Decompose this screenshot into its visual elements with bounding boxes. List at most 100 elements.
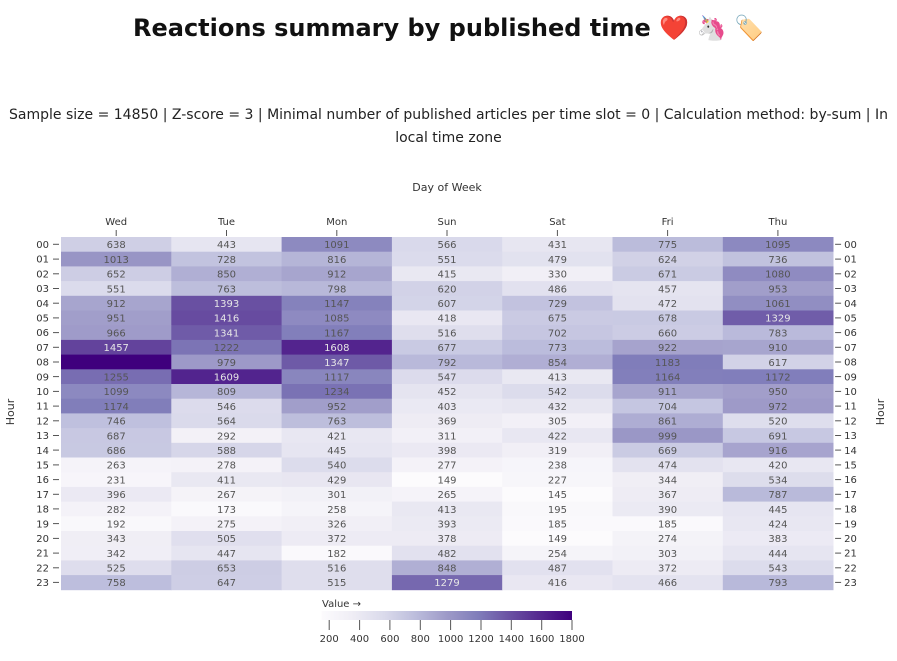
cell-value-label: 482 <box>437 549 456 560</box>
cell-value-label: 861 <box>658 417 677 428</box>
cell-value-label: 520 <box>768 417 787 428</box>
heatmap-cell <box>722 310 834 326</box>
legend-tick-label: 1200 <box>468 634 493 645</box>
cell-value-label: 966 <box>107 328 126 339</box>
heatmap-cell <box>171 501 282 517</box>
heatmap-cell <box>722 575 834 591</box>
heatmap-cell <box>612 575 724 591</box>
heatmap-cell <box>612 384 724 400</box>
y-tick-label-right: 09 <box>844 372 857 383</box>
heatmap-cell <box>391 575 503 591</box>
y-tick-label-right: 12 <box>844 416 857 427</box>
heatmap-cell <box>61 281 172 297</box>
cell-value-label: 422 <box>548 431 567 442</box>
cell-value-label: 1164 <box>655 372 680 383</box>
cell-value-label: 185 <box>658 519 677 530</box>
heatmap-cell <box>171 237 282 253</box>
heatmap-cell <box>391 237 503 253</box>
cell-value-label: 303 <box>658 549 677 560</box>
heatmap-cell <box>281 457 393 473</box>
heatmap-cell <box>61 516 172 532</box>
heatmap-cell <box>391 339 503 355</box>
heatmap-cell <box>391 545 503 561</box>
heatmap-cell <box>502 545 613 561</box>
cell-value-label: 301 <box>327 490 346 501</box>
y-tick-label-left: 04 <box>36 299 49 310</box>
heatmap-cell <box>722 442 834 458</box>
heatmap-cell <box>612 516 724 532</box>
heatmap-cell <box>391 281 503 297</box>
cell-value-label: 267 <box>217 490 236 501</box>
cell-value-label: 728 <box>217 255 236 266</box>
cell-value-label: 403 <box>437 402 456 413</box>
cell-value-label: 342 <box>107 549 126 560</box>
heatmap-cell <box>502 354 613 370</box>
heatmap-cell <box>612 266 724 282</box>
cell-value-label: 1255 <box>103 372 128 383</box>
cell-value-label: 1167 <box>324 328 349 339</box>
y-tick-label-right: 16 <box>844 475 857 486</box>
legend-tick-label: 1000 <box>438 634 463 645</box>
cell-value-label: 486 <box>548 284 567 295</box>
cell-value-label: 472 <box>658 299 677 310</box>
cell-value-label: 551 <box>437 255 456 266</box>
heatmap-cell <box>281 398 393 414</box>
heatmap-cell <box>722 295 834 311</box>
y-tick-label-left: 14 <box>36 446 49 457</box>
heatmap-cell <box>502 413 613 429</box>
legend-gradient-bar <box>321 611 572 620</box>
x-axis-label: Day of Week <box>412 181 482 194</box>
cell-value-label: 809 <box>217 387 236 398</box>
heatmap-cell <box>171 295 282 311</box>
y-tick-label-right: 20 <box>844 534 857 545</box>
cell-value-label: 542 <box>548 387 567 398</box>
heatmap-cell <box>281 516 393 532</box>
cell-value-label: 534 <box>768 475 787 486</box>
cell-value-label: 773 <box>548 343 567 354</box>
cell-value-label: 443 <box>217 240 236 251</box>
cell-value-label: 999 <box>658 431 677 442</box>
cell-value-label: 1147 <box>324 299 349 310</box>
cell-value-label: 1172 <box>765 372 790 383</box>
cell-value-label: 396 <box>107 490 126 501</box>
cell-value-label: 367 <box>658 490 677 501</box>
heatmap-cell <box>391 428 503 444</box>
cell-value-label: 951 <box>107 314 126 325</box>
heatmap-cell <box>281 486 393 502</box>
cell-value-label: 850 <box>217 270 236 281</box>
heatmap-cell <box>171 531 282 547</box>
cell-value-label: 292 <box>217 431 236 442</box>
y-tick-label-right: 06 <box>844 328 857 339</box>
heatmap-cell <box>612 295 724 311</box>
y-tick-label-right: 00 <box>844 240 857 251</box>
x-tick-label: Sun <box>437 217 456 228</box>
cell-value-label: 1117 <box>324 372 349 383</box>
heatmap-cell <box>281 560 393 576</box>
y-tick-label-left: 06 <box>36 328 49 339</box>
cell-value-label: 1416 <box>214 314 239 325</box>
cell-value-label: 372 <box>327 534 346 545</box>
heatmap-cell <box>61 457 172 473</box>
heatmap-cell <box>281 369 393 385</box>
heatmap-cell <box>612 486 724 502</box>
heatmap-cell <box>61 486 172 502</box>
cell-value-label: 638 <box>107 240 126 251</box>
heatmap-cell <box>722 472 834 488</box>
heatmap-cell <box>171 369 282 385</box>
y-tick-label-left: 16 <box>36 475 49 486</box>
cell-value-label: 1609 <box>214 372 239 383</box>
heatmap-cells: 638 443 1091 566 431 775 1095 1013 728 816 551 479 6… <box>61 237 834 591</box>
heatmap-cell <box>722 369 834 385</box>
heatmap-cell <box>391 325 503 341</box>
cell-value-label: 1393 <box>214 299 239 310</box>
legend-tick-label: 1600 <box>529 634 554 645</box>
cell-value-label: 798 <box>327 284 346 295</box>
heatmap-cell <box>171 354 282 370</box>
cell-value-label: 149 <box>437 475 456 486</box>
heatmap-cell <box>612 501 724 517</box>
y-tick-label-right: 19 <box>844 519 857 530</box>
heatmap-cell <box>612 369 724 385</box>
heatmap-cell <box>722 428 834 444</box>
heatmap-cell <box>391 560 503 576</box>
